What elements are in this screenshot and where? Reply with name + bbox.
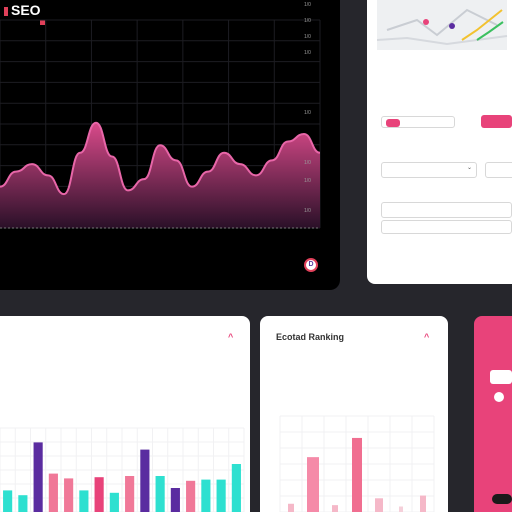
bar xyxy=(399,506,403,512)
bar xyxy=(186,480,196,512)
y-tick: 1/0 xyxy=(304,34,311,40)
map-thumbnail[interactable] xyxy=(377,0,512,50)
text-field[interactable] xyxy=(381,202,512,218)
legend-swatch xyxy=(40,20,45,25)
pink-card-input[interactable] xyxy=(490,370,512,384)
bar xyxy=(420,495,426,512)
bar-chart-card: ^ xyxy=(0,316,250,512)
bar xyxy=(170,488,180,512)
area-fill xyxy=(0,122,320,228)
y-tick: 1/0 xyxy=(304,208,311,214)
accent-marker xyxy=(4,7,8,16)
chevron-down-icon: ⌄ xyxy=(466,165,472,171)
map-pin-icon[interactable] xyxy=(449,23,455,29)
chevron-up-icon[interactable]: ^ xyxy=(424,332,430,342)
seo-legend xyxy=(40,20,48,27)
y-tick: 1/0 xyxy=(304,110,311,116)
bar xyxy=(48,473,58,512)
bar xyxy=(155,476,165,512)
bar xyxy=(307,457,319,512)
bar xyxy=(18,495,28,512)
bar xyxy=(94,477,104,512)
y-tick: 1/0 xyxy=(304,178,311,184)
bar xyxy=(79,490,89,512)
bar xyxy=(201,479,211,512)
chevron-up-icon[interactable]: ^ xyxy=(228,332,234,342)
y-tick: 1/0 xyxy=(304,160,311,166)
bar xyxy=(125,476,135,512)
bar xyxy=(332,505,338,512)
ranking-card: Ecotad Ranking ^ xyxy=(260,316,448,512)
bar xyxy=(33,442,43,512)
map-form-card: ⌄ xyxy=(367,0,512,284)
seo-chart-card: SEO 1/0 1/0 1/0 1/0 1/0 1/0 1/0 1/0 D xyxy=(0,0,340,290)
bar xyxy=(375,498,383,512)
bar xyxy=(109,492,119,512)
series-line xyxy=(0,121,321,196)
bar xyxy=(288,503,294,512)
bar xyxy=(231,464,241,512)
seo-title-text: SEO xyxy=(11,2,41,18)
action-button[interactable] xyxy=(481,115,512,128)
ranking-chart xyxy=(279,415,435,512)
bar xyxy=(3,490,13,512)
bar xyxy=(216,479,226,512)
seo-area-chart xyxy=(0,19,321,229)
y-tick: 1/0 xyxy=(304,18,311,24)
bar xyxy=(64,478,74,512)
toggle-icon[interactable] xyxy=(494,392,504,402)
pink-card xyxy=(474,316,512,512)
text-field[interactable] xyxy=(381,220,512,234)
seo-title: SEO xyxy=(4,2,41,18)
select-field[interactable]: ⌄ xyxy=(381,162,477,178)
map-pin-icon[interactable] xyxy=(423,19,429,25)
ranking-title: Ecotad Ranking xyxy=(276,332,345,342)
select-field[interactable] xyxy=(485,162,512,178)
bar xyxy=(352,437,362,512)
bar-chart xyxy=(0,427,245,512)
status-pill xyxy=(492,494,512,504)
pink-chip-button[interactable] xyxy=(386,119,400,127)
logo-badge[interactable]: D xyxy=(304,258,318,272)
y-tick: 1/0 xyxy=(304,50,311,56)
y-tick: 1/0 xyxy=(304,2,311,8)
bar xyxy=(140,449,150,512)
text-field[interactable] xyxy=(381,116,455,128)
